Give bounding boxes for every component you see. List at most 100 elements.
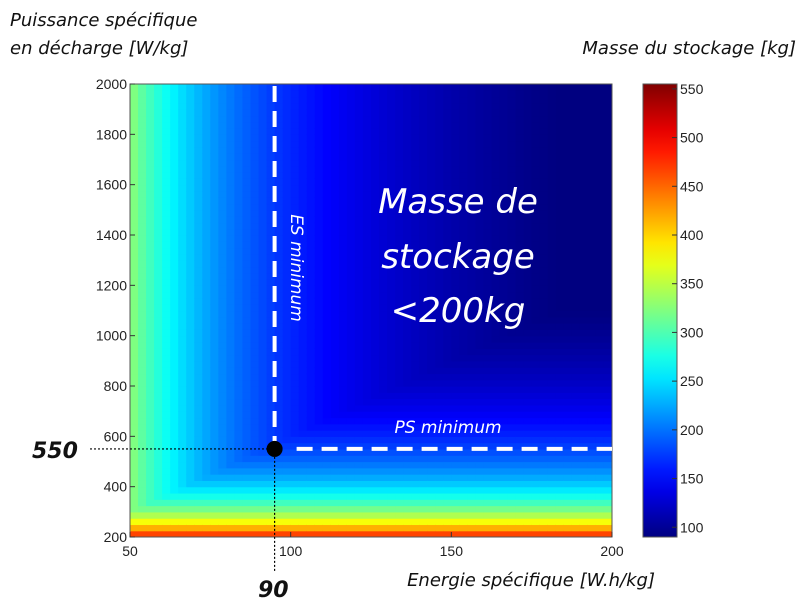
heatmap-cell: [266, 360, 276, 368]
heatmap-cell: [226, 404, 236, 412]
heatmap-cell: [274, 518, 284, 526]
heatmap-cell: [218, 417, 227, 425]
heatmap-cell: [547, 499, 557, 507]
heatmap-cell: [587, 360, 597, 368]
heatmap-cell: [306, 153, 316, 161]
heatmap-cell: [178, 222, 187, 230]
heatmap-cell: [162, 190, 171, 198]
heatmap-cell: [435, 323, 444, 330]
heatmap-cell: [146, 165, 155, 173]
heatmap-cell: [595, 404, 605, 412]
heatmap-cell: [395, 291, 404, 299]
heatmap-cell: [194, 146, 203, 154]
heatmap-cell: [162, 140, 171, 148]
heatmap-cell: [354, 209, 364, 217]
heatmap-cell: [539, 172, 549, 179]
point-x-label: 90: [258, 578, 289, 599]
heatmap-cell: [162, 486, 171, 494]
heatmap-cell: [467, 341, 477, 349]
heatmap-cell: [395, 480, 404, 488]
heatmap-cell: [603, 511, 612, 519]
heatmap-cell: [451, 524, 460, 532]
heatmap-cell: [218, 492, 227, 500]
heatmap-cell: [563, 128, 573, 135]
heatmap-cell: [539, 354, 549, 362]
heatmap-cell: [435, 247, 444, 255]
heatmap-cell: [475, 442, 485, 450]
heatmap-cell: [130, 291, 139, 299]
heatmap-cell: [178, 172, 187, 179]
heatmap-cell: [362, 448, 372, 456]
heatmap-cell: [274, 335, 284, 343]
heatmap-cell: [419, 247, 428, 255]
heatmap-cell: [162, 467, 171, 475]
heatmap-cell: [515, 115, 525, 123]
heatmap-cell: [435, 184, 444, 192]
heatmap-cell: [419, 159, 428, 167]
heatmap-cell: [443, 524, 452, 532]
heatmap-cell: [298, 455, 308, 463]
heatmap-cell: [306, 96, 316, 104]
heatmap-cell: [555, 222, 565, 230]
heatmap-cell: [170, 253, 179, 261]
heatmap-cell: [210, 178, 219, 186]
heatmap-cell: [467, 253, 477, 261]
heatmap-cell: [202, 241, 211, 249]
heatmap-cell: [274, 486, 284, 494]
heatmap-cell: [162, 159, 171, 167]
heatmap-cell: [571, 190, 581, 198]
heatmap-cell: [338, 253, 348, 261]
heatmap-cell: [154, 253, 163, 261]
heatmap-cell: [379, 492, 388, 500]
heatmap-cell: [354, 146, 364, 154]
heatmap-cell: [226, 436, 236, 444]
heatmap-cell: [587, 172, 597, 179]
heatmap-cell: [411, 417, 420, 425]
heatmap-cell: [451, 492, 460, 500]
heatmap-cell: [475, 461, 485, 469]
heatmap-cell: [603, 291, 612, 299]
heatmap-cell: [523, 474, 533, 481]
heatmap-cell: [371, 84, 380, 91]
heatmap-cell: [322, 505, 332, 513]
heatmap-cell: [515, 323, 525, 330]
heatmap-cell: [387, 518, 396, 526]
heatmap-cell: [234, 442, 244, 450]
heatmap-cell: [330, 216, 340, 224]
heatmap-cell: [595, 285, 605, 293]
heatmap-cell: [282, 518, 292, 526]
heatmap-cell: [419, 96, 428, 104]
heatmap-cell: [419, 134, 428, 142]
heatmap-cell: [362, 461, 372, 469]
heatmap-cell: [194, 260, 203, 268]
heatmap-cell: [146, 235, 155, 242]
heatmap-cell: [346, 360, 356, 368]
heatmap-cell: [435, 480, 444, 488]
heatmap-cell: [330, 404, 340, 412]
heatmap-cell: [146, 329, 155, 337]
heatmap-cell: [371, 511, 380, 519]
heatmap-cell: [250, 84, 260, 91]
heatmap-cell: [379, 354, 388, 362]
heatmap-cell: [579, 297, 589, 305]
heatmap-cell: [555, 260, 565, 268]
heatmap-cell: [194, 398, 203, 406]
heatmap-cell: [587, 505, 597, 513]
heatmap-cell: [234, 379, 244, 387]
heatmap-cell: [298, 172, 308, 179]
heatmap-cell: [130, 203, 139, 211]
heatmap-cell: [451, 398, 460, 406]
heatmap-cell: [170, 291, 179, 299]
heatmap-cell: [138, 235, 147, 242]
heatmap-cell: [202, 430, 211, 437]
heatmap-cell: [547, 134, 557, 142]
heatmap-cell: [379, 134, 388, 142]
heatmap-cell: [298, 530, 308, 537]
heatmap-cell: [186, 172, 195, 179]
heatmap-cell: [170, 511, 179, 519]
heatmap-cell: [322, 316, 332, 324]
heatmap-cell: [459, 197, 468, 205]
heatmap-cell: [587, 146, 597, 154]
heatmap-cell: [571, 310, 581, 318]
heatmap-cell: [451, 115, 460, 123]
